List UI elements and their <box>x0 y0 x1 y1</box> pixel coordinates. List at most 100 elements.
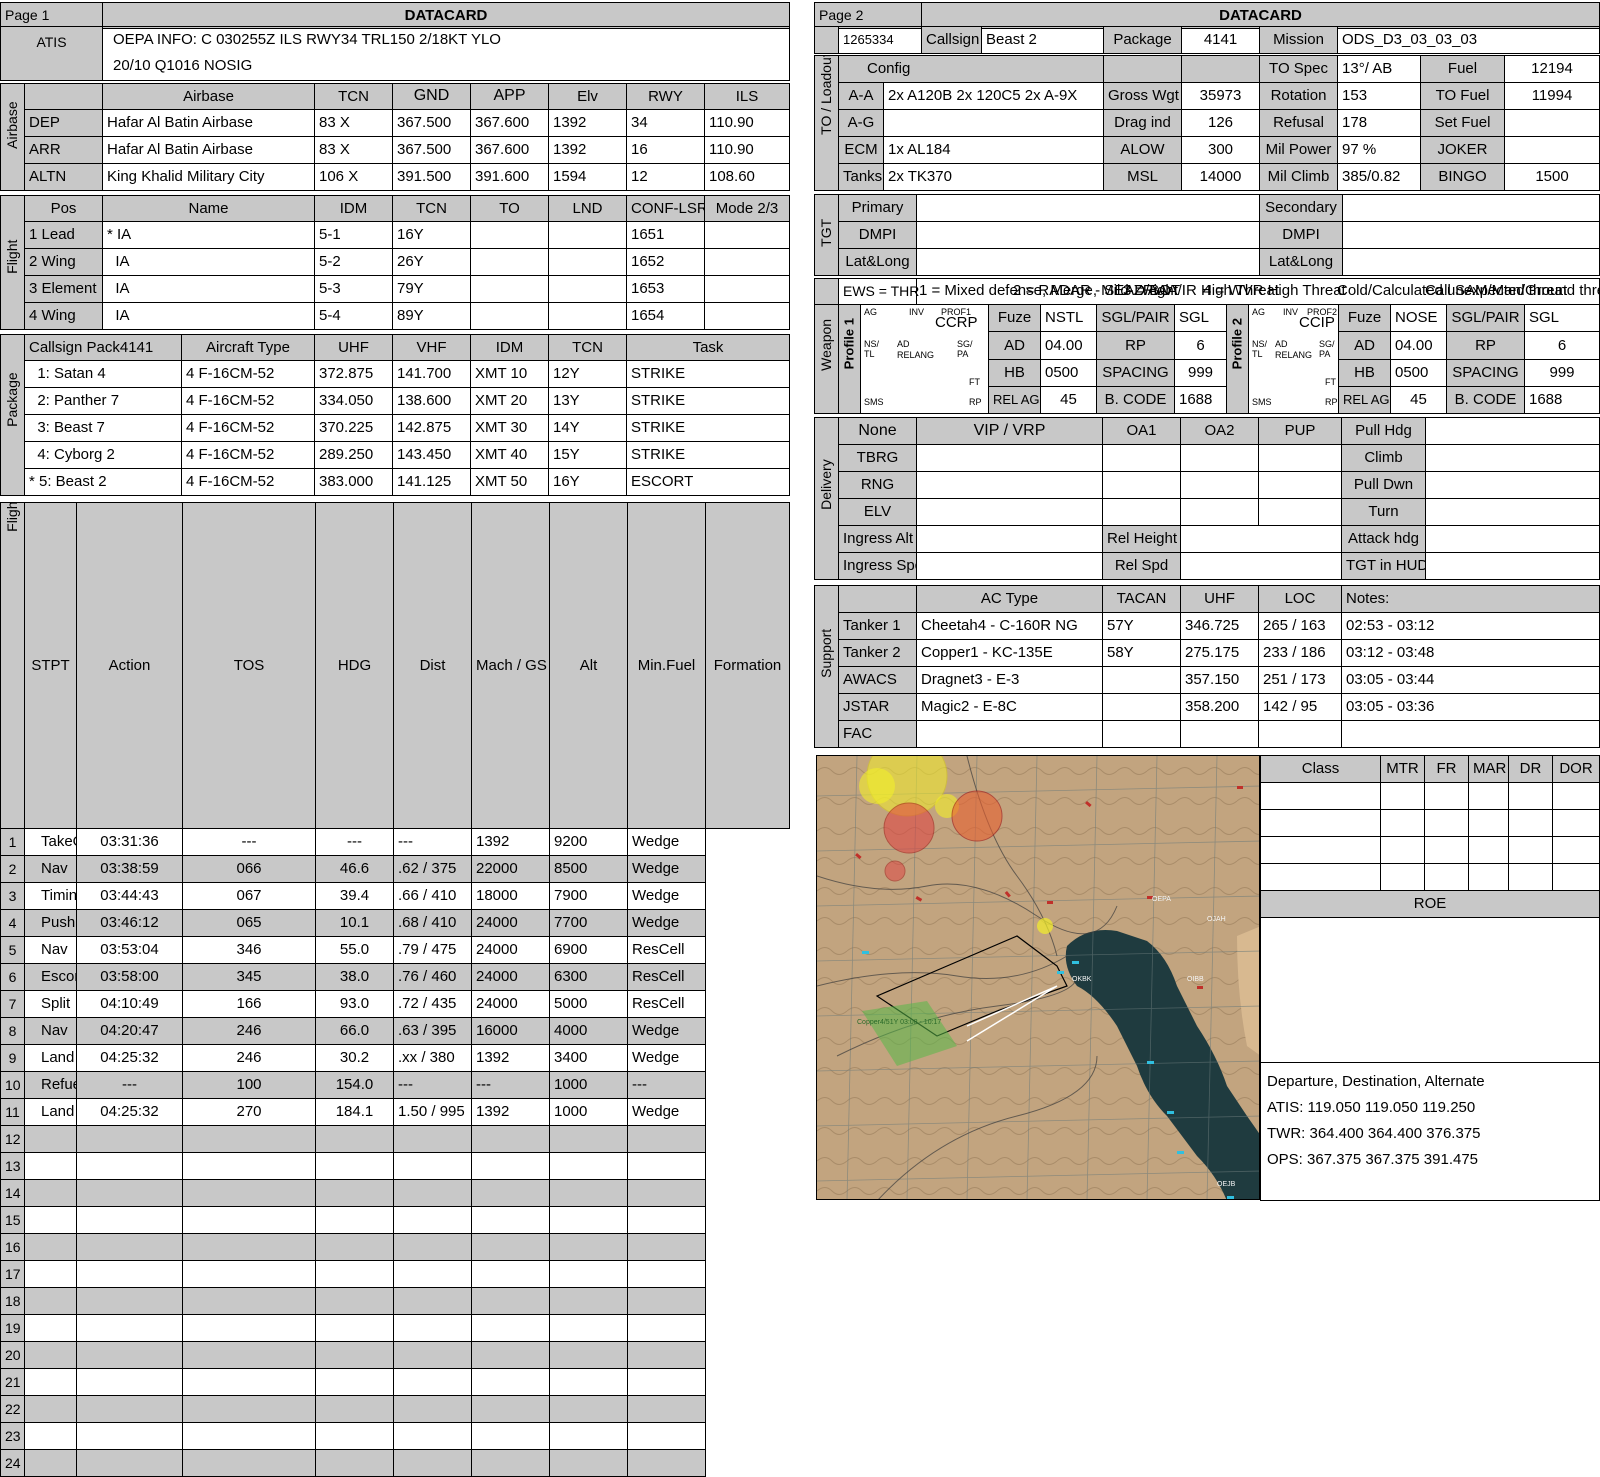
flight-pos: 3 Element <box>24 275 103 303</box>
mission-header: 1265334 Callsign Beast 2 Package 4141 Mi… <box>814 26 1600 54</box>
tanks-value: 2x TK370 <box>882 163 1105 191</box>
package-task: STRIKE <box>626 360 790 388</box>
fp-fuel: 7700 <box>549 909 628 937</box>
package-header: IDM <box>470 334 549 361</box>
fp-fuel <box>549 1314 628 1342</box>
flightplan-row: 21 <box>0 1368 790 1396</box>
map-label: OIBB <box>1187 976 1204 983</box>
airbase-row-dep: DEP Hafar Al Batin Airbase 83 X 367.500 … <box>1 109 790 137</box>
flightplan-header: Min.Fuel <box>627 502 706 829</box>
rel-spd-label: Rel Spd <box>1102 552 1181 580</box>
fp-tos: 03:44:43 <box>76 882 183 910</box>
fp-dist <box>315 1368 394 1396</box>
mission-value: ODS_D3_03_03_03 <box>1337 26 1600 54</box>
support-uhf: 346.725 <box>1180 612 1259 640</box>
fp-alt: 1392 <box>471 1044 550 1072</box>
flightplan-row: 23 <box>0 1422 790 1450</box>
airbase-ils: 108.60 <box>704 163 790 191</box>
map-label: Copper4/51Y 03:08 - 10:17 <box>857 1019 941 1026</box>
fp-formation <box>627 1449 706 1477</box>
delivery-right-label: Turn <box>1341 498 1426 526</box>
package-idm: XMT 40 <box>470 441 549 469</box>
flightplan-header: TOS <box>182 502 316 829</box>
fp-stpt: 5 <box>0 936 25 964</box>
fp-alt: --- <box>471 1071 550 1099</box>
fp-alt <box>471 1233 550 1261</box>
flightplan-row: 14 <box>0 1179 790 1207</box>
fp-mach <box>393 1287 472 1315</box>
fp-tos: 03:46:12 <box>76 909 183 937</box>
fp-hdg: 346 <box>182 936 316 964</box>
fp-fuel: 1000 <box>549 1071 628 1099</box>
fp-hdg: --- <box>182 828 316 856</box>
package-idm: XMT 20 <box>470 387 549 415</box>
ad-value: 04.00 <box>1040 331 1097 360</box>
fp-fuel <box>549 1449 628 1477</box>
flight-row: 4 Wing IA 5-4 89Y 1654 <box>1 302 790 330</box>
fp-alt <box>471 1314 550 1342</box>
rp-label: RP <box>1096 331 1175 360</box>
package-vhf: 138.600 <box>392 387 471 415</box>
package-header: TCN <box>548 334 627 361</box>
package-vhf: 142.875 <box>392 414 471 442</box>
fp-fuel: 9200 <box>549 828 628 856</box>
fp-stpt: 21 <box>0 1368 25 1396</box>
fp-mach <box>393 1341 472 1369</box>
support-tacan <box>1102 720 1181 748</box>
mission-map[interactable]: OKBK OJAH OEPA OIBB OEJB Copper4/51Y 03:… <box>816 755 1260 1200</box>
support-loc: 265 / 163 <box>1258 612 1342 640</box>
flightplan-row: 5 Nav 03:53:04 346 55.0.79 / 475 24000 6900 Res… <box>0 936 790 964</box>
delivery-section-label: Delivery <box>814 417 839 580</box>
fp-alt <box>471 1125 550 1153</box>
fp-alt: 24000 <box>471 936 550 964</box>
fp-action <box>24 1422 77 1450</box>
package-type: 4 F-16CM-52 <box>181 387 315 415</box>
fp-tos <box>76 1368 183 1396</box>
secondary-label: Secondary <box>1259 194 1343 222</box>
fp-hdg: 065 <box>182 909 316 937</box>
delivery-right-label: Pull Dwn <box>1341 471 1426 499</box>
weapon-table: Weapon Profile 1 AG INV PROF1 CCRP NS/ T… <box>814 303 1600 415</box>
sms-ft: FT <box>969 377 980 387</box>
package-row: * 5: Beast 2 4 F-16CM-52 383.000 141.125… <box>1 468 790 496</box>
loadout-section-label: TO / Loadout <box>814 55 839 191</box>
airbase-tcn: 83 X <box>314 109 393 137</box>
airbase-gnd: 391.500 <box>392 163 471 191</box>
fp-hdg <box>182 1179 316 1207</box>
support-loc <box>1258 720 1342 748</box>
airbase-header: APP <box>470 83 549 110</box>
flight-name: IA <box>102 302 315 330</box>
fp-fuel: 1000 <box>549 1098 628 1126</box>
flight-name: IA <box>102 248 315 276</box>
package-vhf: 143.450 <box>392 441 471 469</box>
flight-tcn: 26Y <box>392 248 471 276</box>
relagl-value: 45 <box>1040 385 1097 415</box>
fp-fuel: 8500 <box>549 855 628 883</box>
flight-idm: 5-1 <box>314 221 393 249</box>
fp-action: Escort <box>24 963 77 991</box>
package-row: 1: Satan 4 4 F-16CM-52 372.875 141.700 X… <box>1 360 790 388</box>
fp-action <box>24 1260 77 1288</box>
fp-formation: --- <box>627 1071 706 1099</box>
support-role: Tanker 2 <box>838 639 917 667</box>
flightplan-header: Action <box>76 502 183 829</box>
flight-name: IA <box>102 275 315 303</box>
fp-dist: 38.0 <box>315 963 394 991</box>
fp-stpt: 18 <box>0 1287 25 1315</box>
fp-mach <box>393 1179 472 1207</box>
fuze-value: NOSE <box>1390 303 1447 333</box>
fp-formation <box>627 1287 706 1315</box>
fp-dist <box>315 1260 394 1288</box>
fp-tos: 03:58:00 <box>76 963 183 991</box>
flightplan-header: Alt <box>549 502 628 829</box>
fp-action <box>24 1341 77 1369</box>
fp-stpt: 10 <box>0 1071 25 1099</box>
flight-lnd <box>548 275 627 303</box>
threat-rings-yellow <box>859 756 1053 934</box>
support-type: Magic2 - E-8C <box>916 693 1103 721</box>
flight-header: IDM <box>314 195 393 222</box>
delivery-row-label: TBRG <box>838 444 917 472</box>
fp-fuel <box>549 1368 628 1396</box>
